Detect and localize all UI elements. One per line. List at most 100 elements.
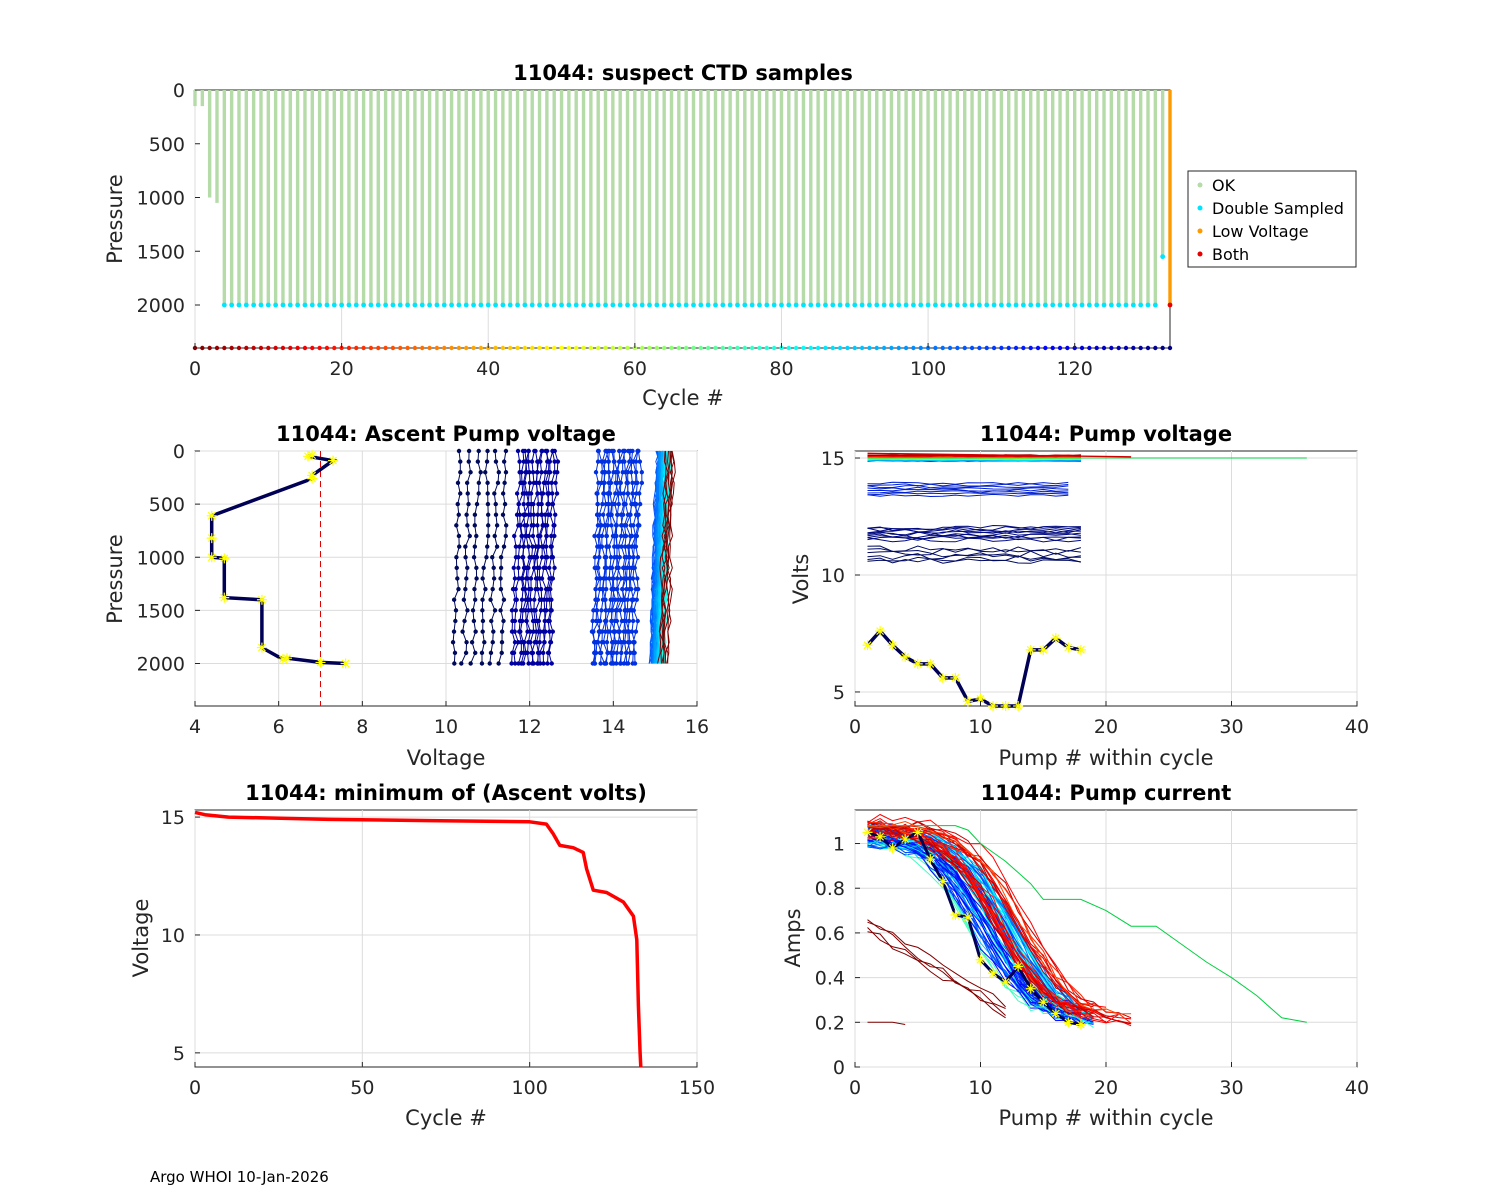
pump-voltage-line (867, 493, 1069, 498)
ascent-profile-point (631, 555, 636, 560)
ascent-profile-point (606, 544, 612, 549)
cycle-color-marker (1131, 345, 1136, 351)
cycle-color-marker (566, 345, 572, 351)
double-sampled-point (471, 302, 476, 308)
ascent-profile-point (452, 661, 457, 666)
ascent-profile-point (633, 470, 639, 475)
double-sampled-point (757, 302, 762, 308)
ascent-profile-point (465, 565, 470, 571)
double-sampled-point (647, 302, 652, 308)
cycle-color-marker (815, 345, 821, 351)
cycle-color-marker (654, 345, 660, 351)
ascent-profile-point (612, 501, 617, 507)
double-sampled-point (456, 302, 462, 308)
double-sampled-point (449, 302, 454, 308)
y-tick-label: 0 (173, 80, 185, 102)
ascent-profile-point (547, 618, 552, 624)
ascent-profile-point (622, 544, 628, 549)
ascent-profile-point (536, 544, 542, 549)
ascent-profile-point (552, 459, 557, 464)
cycle-color-marker (559, 345, 564, 351)
ascent-profile-point (521, 501, 526, 507)
ascent-profile-point (627, 512, 633, 517)
pump-voltage-line (867, 484, 1069, 489)
ascent-profile-point (464, 480, 470, 486)
ascent-profile-point (624, 576, 629, 581)
y-tick-label: 0.8 (815, 878, 845, 900)
ascent-profile-point (625, 629, 631, 634)
last-cycle-voltage-star (912, 658, 923, 669)
ascent-profile-point (469, 640, 475, 645)
double-sampled-point (976, 302, 982, 308)
double-sampled-point (845, 302, 850, 308)
double-sampled-point (251, 302, 257, 308)
ascent-profile-point (480, 618, 486, 624)
ascent-profile-point (546, 491, 552, 496)
cycle-color-marker (735, 345, 740, 351)
ascent-profile-point (629, 586, 634, 592)
cycle-color-marker (830, 345, 835, 351)
ascent-profile-point (487, 661, 492, 666)
last-profile-star (206, 552, 217, 563)
ascent-profile-point (457, 544, 462, 549)
ascent-profile-point (542, 640, 547, 645)
last-cycle-current-star (900, 834, 911, 845)
cycle-color-marker (1035, 345, 1041, 351)
double-sampled-point (1145, 302, 1151, 308)
ascent-profile-point (513, 586, 518, 592)
ascent-profile-point (604, 448, 609, 454)
ascent-profile-point (610, 576, 615, 581)
last-cycle-voltage-star (1063, 642, 1074, 653)
ascent-profile-point (593, 650, 599, 656)
ascent-profile-point (601, 491, 607, 496)
ascent-profile-point (535, 491, 540, 496)
pump-current-line (867, 931, 1006, 1019)
ascent-profile-point (631, 640, 636, 645)
double-sampled-point (588, 302, 594, 308)
ascent-profile-point (606, 459, 611, 464)
ascent-profile-point (545, 661, 550, 666)
double-sampled-point (236, 302, 242, 308)
ascent-profile-point (531, 661, 536, 666)
ascent-profile-point (528, 491, 534, 496)
ascent-profile-point (617, 555, 622, 560)
ascent-profile-point (518, 629, 523, 634)
double-sampled-point (324, 302, 330, 308)
ascent-profile-point (635, 480, 640, 486)
double-sampled-point (874, 302, 880, 308)
ascent-profile-point (521, 640, 527, 645)
pump-current-panel: 0 10 20 30 40 0 0.2 0.4 0.6 0.8 1 11044: Pump curr… (781, 781, 1369, 1130)
ascent-profile-point (545, 480, 551, 486)
ascent-profile-point (527, 470, 532, 475)
ascent-profile-point (458, 491, 463, 496)
ascent-profile-point (615, 470, 620, 475)
double-sampled-point (573, 302, 579, 308)
double-sampled-point (507, 302, 513, 308)
ascent-profile-point (614, 533, 619, 539)
ascent-profile-point (474, 533, 479, 539)
ascent-profile-point (499, 640, 505, 645)
ascent-profile-point (476, 480, 482, 486)
double-sampled-point (1006, 302, 1012, 308)
cycle-color-marker (867, 345, 872, 351)
x-tick-label: 10 (968, 1077, 992, 1099)
double-sampled-point (287, 302, 293, 308)
ascent-profile-point (611, 448, 616, 454)
pump-voltage-line (867, 553, 1081, 561)
last-cycle-current-star (1038, 997, 1049, 1008)
ascent-profile-point (622, 597, 627, 602)
ascent-profile-point (550, 576, 556, 581)
pump-voltage-line (867, 555, 1082, 563)
ascent-profile-point (483, 470, 488, 475)
ascent-profile-point (617, 448, 622, 454)
ascent-profile-point (601, 640, 606, 645)
ascent-profile-point (623, 618, 629, 624)
ascent-profile-point (529, 459, 535, 464)
ascent-profile-point (635, 576, 640, 581)
ascent-profile-point (535, 523, 540, 528)
ascent-profile-point (548, 640, 554, 645)
ascent-profile-point (602, 661, 608, 666)
pump-voltage-line (867, 486, 1069, 490)
ascent-profile-point (596, 448, 601, 454)
ascent-profile-point (522, 448, 528, 454)
